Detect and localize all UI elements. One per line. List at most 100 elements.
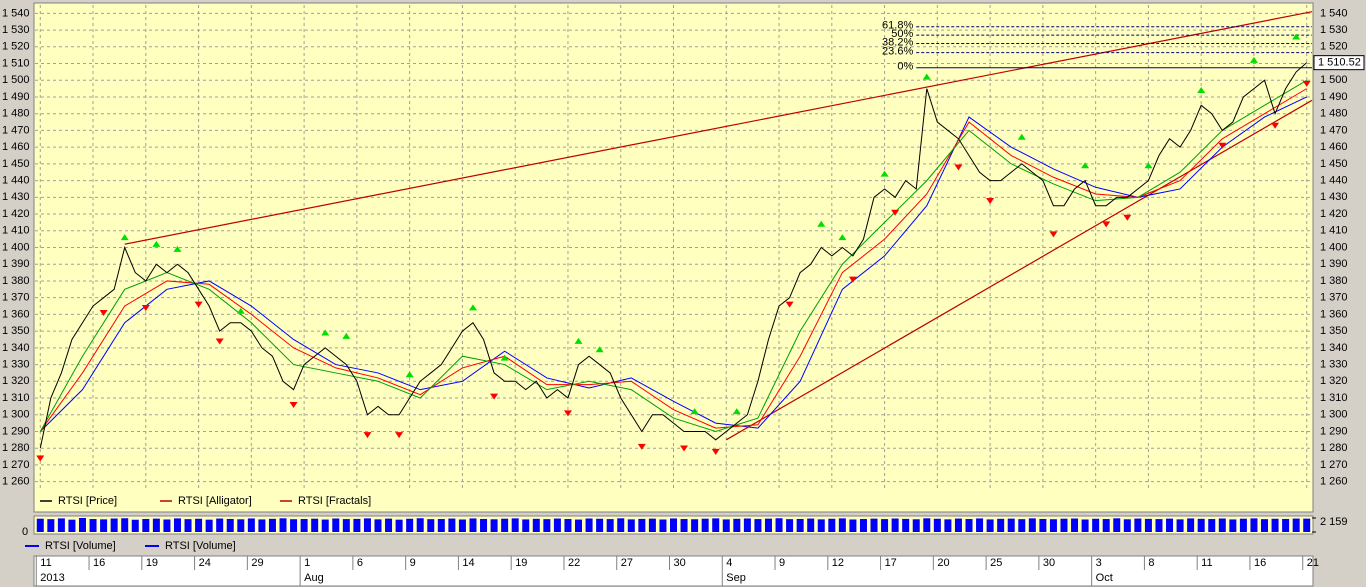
y-tick-label: 1 410 bbox=[2, 225, 30, 237]
y-tick-label: 1 350 bbox=[1320, 325, 1348, 337]
volume-bar bbox=[448, 518, 456, 532]
y-tick-label: 1 290 bbox=[2, 425, 30, 437]
volume-bar bbox=[712, 518, 720, 532]
y-tick-label: 1 300 bbox=[1320, 409, 1348, 421]
fractal-down bbox=[141, 305, 150, 312]
volume-bar bbox=[543, 519, 551, 532]
volume-bar bbox=[944, 519, 952, 532]
volume-bar bbox=[1166, 518, 1174, 532]
volume-bar bbox=[1018, 519, 1026, 532]
volume-bar bbox=[1261, 519, 1269, 532]
alligator-line bbox=[39, 88, 1307, 432]
y-tick-label: 1 400 bbox=[2, 241, 30, 253]
last-value-label: 1 510.52 bbox=[1318, 57, 1361, 69]
y-tick-label: 1 440 bbox=[1320, 175, 1348, 187]
fractal-down bbox=[1102, 221, 1111, 228]
volume-bar bbox=[1155, 519, 1163, 532]
y-tick-label: 1 260 bbox=[2, 476, 30, 488]
fractal-up bbox=[1292, 33, 1301, 40]
x-tick-label: 16 bbox=[93, 557, 105, 569]
month-label: 2013 bbox=[40, 572, 64, 584]
y-tick-label: 1 520 bbox=[1320, 41, 1348, 53]
volume-bar bbox=[469, 518, 477, 532]
x-tick-label: 14 bbox=[462, 557, 474, 569]
y-tick-label: 1 520 bbox=[2, 41, 30, 53]
volume-bar bbox=[47, 519, 55, 532]
x-tick-label: 9 bbox=[779, 557, 785, 569]
volume-bar bbox=[300, 519, 308, 532]
y-tick-label: 1 430 bbox=[2, 191, 30, 203]
fractal-down bbox=[891, 209, 900, 216]
volume-bar bbox=[733, 518, 741, 532]
fractal-up bbox=[405, 371, 414, 378]
x-tick-label: 25 bbox=[990, 557, 1002, 569]
volume-bar bbox=[701, 518, 709, 532]
fractal-down bbox=[363, 432, 372, 439]
x-tick-label: 3 bbox=[1096, 557, 1102, 569]
month-label: Sep bbox=[726, 572, 746, 584]
y-tick-label: 1 420 bbox=[1320, 208, 1348, 220]
volume-bar bbox=[1176, 519, 1184, 532]
volume-bar bbox=[1007, 518, 1015, 532]
volume-bar bbox=[511, 518, 519, 532]
volume-bar bbox=[1197, 518, 1205, 532]
legend-label: RTSI [Volume] bbox=[165, 540, 236, 552]
legend-label: RTSI [Fractals] bbox=[298, 495, 371, 507]
fractal-up bbox=[342, 332, 351, 339]
volume-bar bbox=[965, 519, 973, 532]
volume-bar bbox=[89, 519, 97, 532]
volume-bar bbox=[1229, 519, 1237, 532]
volume-bar bbox=[374, 519, 382, 532]
fractal-down bbox=[563, 410, 572, 417]
y-tick-label: 1 490 bbox=[1320, 91, 1348, 103]
x-tick-label: 29 bbox=[251, 557, 263, 569]
volume-bar bbox=[596, 518, 604, 532]
alligator-line bbox=[39, 79, 1307, 432]
fractal-up bbox=[468, 304, 477, 311]
volume-bar bbox=[279, 518, 287, 532]
fractal-down bbox=[1271, 122, 1280, 129]
fractal-up bbox=[1197, 86, 1206, 93]
fractal-down bbox=[1123, 214, 1132, 221]
y-tick-label: 1 350 bbox=[2, 325, 30, 337]
volume-bar bbox=[585, 518, 593, 532]
volume-bar bbox=[1144, 518, 1152, 532]
fractal-down bbox=[1302, 80, 1311, 87]
volume-bar bbox=[1028, 518, 1036, 532]
y-tick-label: 1 450 bbox=[2, 158, 30, 170]
volume-bar bbox=[553, 518, 561, 532]
volume-bar bbox=[691, 519, 699, 532]
x-tick-label: 20 bbox=[937, 557, 949, 569]
fractal-up bbox=[838, 234, 847, 241]
y-tick-label: 1 320 bbox=[2, 375, 30, 387]
volume-bar bbox=[342, 519, 350, 532]
volume-bar bbox=[564, 519, 572, 532]
x-tick-label: 16 bbox=[1254, 557, 1266, 569]
y-tick-label: 1 290 bbox=[1320, 425, 1348, 437]
volume-bar bbox=[100, 519, 108, 532]
volume-bar bbox=[828, 518, 836, 532]
y-tick-label: 1 540 bbox=[1320, 7, 1348, 19]
y-tick-label: 1 430 bbox=[1320, 191, 1348, 203]
legend-label: RTSI [Price] bbox=[58, 495, 117, 507]
y-tick-label: 1 330 bbox=[2, 358, 30, 370]
x-tick-label: 21 bbox=[1307, 557, 1319, 569]
y-tick-label: 1 340 bbox=[1320, 342, 1348, 354]
fib-label: 50% bbox=[891, 28, 913, 40]
volume-bar bbox=[1071, 518, 1079, 532]
y-tick-label: 1 480 bbox=[2, 108, 30, 120]
fractal-down bbox=[289, 402, 298, 409]
volume-bar bbox=[184, 519, 192, 532]
volume-bar bbox=[268, 518, 276, 532]
volume-bar bbox=[437, 519, 445, 532]
fractal-up bbox=[1081, 162, 1090, 169]
volume-bar bbox=[290, 519, 298, 532]
y-tick-label: 1 390 bbox=[2, 258, 30, 270]
volume-bar bbox=[1081, 519, 1089, 532]
volume-bar bbox=[670, 518, 677, 532]
volume-bar bbox=[226, 518, 234, 532]
volume-bar bbox=[807, 518, 815, 532]
volume-bar bbox=[501, 518, 509, 532]
fractal-up bbox=[1249, 56, 1258, 63]
volume-bar bbox=[1208, 519, 1216, 532]
